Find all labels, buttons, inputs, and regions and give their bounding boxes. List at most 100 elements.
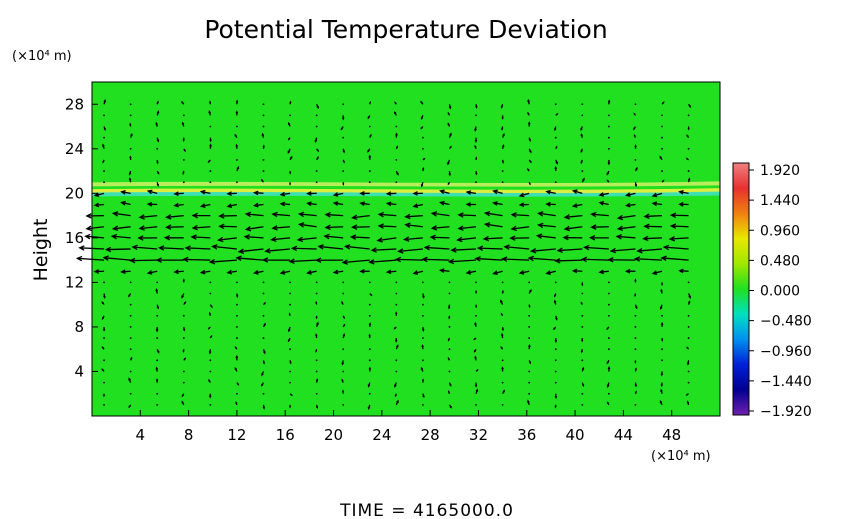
wind-vector xyxy=(181,100,185,105)
wind-vector xyxy=(555,113,559,116)
wind-vector xyxy=(439,189,450,195)
wind-vector xyxy=(475,114,477,117)
wind-vector xyxy=(351,224,370,230)
wind-vector xyxy=(368,366,372,372)
wind-vector xyxy=(163,234,184,241)
wind-vector xyxy=(501,366,504,372)
wind-vector xyxy=(475,170,478,176)
wind-vector xyxy=(422,147,424,150)
wind-vector xyxy=(447,122,451,127)
wind-vector xyxy=(207,326,211,330)
wind-vector xyxy=(421,256,450,263)
wind-vector xyxy=(686,346,690,350)
wind-vector xyxy=(661,337,664,342)
wind-vector xyxy=(377,211,397,218)
wind-vector xyxy=(642,235,663,242)
wind-vector xyxy=(474,256,503,262)
wind-vector xyxy=(243,234,264,240)
wind-vector xyxy=(343,244,370,250)
wind-vector xyxy=(315,281,318,284)
wind-vector xyxy=(93,202,105,208)
colorbar-tick-label: 0.480 xyxy=(760,253,800,269)
wind-vector xyxy=(182,381,185,384)
wind-vector xyxy=(448,281,451,284)
wind-vector xyxy=(84,233,105,240)
wind-vector xyxy=(271,211,291,218)
wind-vector xyxy=(156,170,160,175)
wind-vector xyxy=(111,211,131,217)
wind-vector xyxy=(448,348,451,351)
wind-vector xyxy=(687,170,690,172)
wind-vector xyxy=(686,134,690,139)
wind-vector xyxy=(447,357,451,361)
wind-vector xyxy=(571,189,583,195)
wind-vector xyxy=(394,382,397,388)
wind-vector xyxy=(526,167,530,172)
wind-vector xyxy=(661,314,663,317)
wind-vector xyxy=(554,293,557,298)
temperature-bands xyxy=(92,181,720,197)
wind-vector xyxy=(209,170,212,172)
wind-vector xyxy=(687,314,690,317)
wind-vector xyxy=(287,137,291,141)
wind-vector xyxy=(476,245,503,252)
wind-vector xyxy=(518,270,530,275)
wind-vector xyxy=(101,368,105,372)
wind-vector xyxy=(687,147,690,150)
wind-vector xyxy=(501,326,505,332)
wind-vector xyxy=(236,159,238,161)
wind-vector xyxy=(341,389,345,394)
wind-vector xyxy=(537,222,556,229)
wind-vector xyxy=(448,145,452,150)
wind-vector xyxy=(634,390,637,394)
wind-vector xyxy=(289,348,291,351)
wind-vector xyxy=(207,159,211,164)
wind-vector xyxy=(261,382,265,387)
wind-vector xyxy=(668,235,689,242)
wind-vector xyxy=(448,292,451,295)
wind-vector xyxy=(236,125,238,128)
wind-vector xyxy=(342,159,345,164)
wind-vector xyxy=(236,314,238,317)
wind-vector xyxy=(173,202,184,208)
wind-vector xyxy=(332,269,344,275)
wind-vector xyxy=(75,255,105,262)
wind-vector xyxy=(128,377,132,383)
wind-vector xyxy=(235,255,264,262)
wind-vector xyxy=(315,333,318,339)
wind-vector xyxy=(448,132,452,138)
wind-vector xyxy=(120,269,131,275)
wind-vector xyxy=(156,100,159,105)
wind-vector xyxy=(633,126,637,131)
wind-vector xyxy=(287,326,291,333)
wind-vector xyxy=(457,212,477,218)
wind-vector xyxy=(155,257,184,263)
colorbar-tick-label: −1.920 xyxy=(760,404,812,420)
wind-vector xyxy=(606,179,610,183)
wind-vector xyxy=(297,211,317,218)
wind-vector xyxy=(156,137,160,143)
wind-vector xyxy=(598,192,610,197)
wind-vector xyxy=(528,148,532,154)
wind-vector xyxy=(430,211,450,217)
wind-vector xyxy=(279,201,291,207)
wind-vector xyxy=(607,314,610,317)
wind-vector xyxy=(465,190,477,195)
wind-vector xyxy=(128,404,132,409)
y-tick-label: 12 xyxy=(65,273,84,291)
wind-vector xyxy=(368,181,371,184)
wind-vector xyxy=(289,303,291,306)
wind-vector xyxy=(528,181,531,186)
wind-vector xyxy=(385,269,397,275)
y-axis-unit: (×10⁴ m) xyxy=(12,49,72,64)
wind-vector xyxy=(483,222,503,228)
wind-vector xyxy=(156,159,159,165)
wind-vector xyxy=(182,181,185,184)
wind-vector xyxy=(289,370,291,373)
wind-vector xyxy=(397,248,423,254)
wind-vector xyxy=(687,281,690,284)
wind-vector xyxy=(661,147,663,150)
wind-vector xyxy=(662,244,689,251)
wind-vector xyxy=(341,378,344,383)
wind-vector xyxy=(616,225,636,232)
